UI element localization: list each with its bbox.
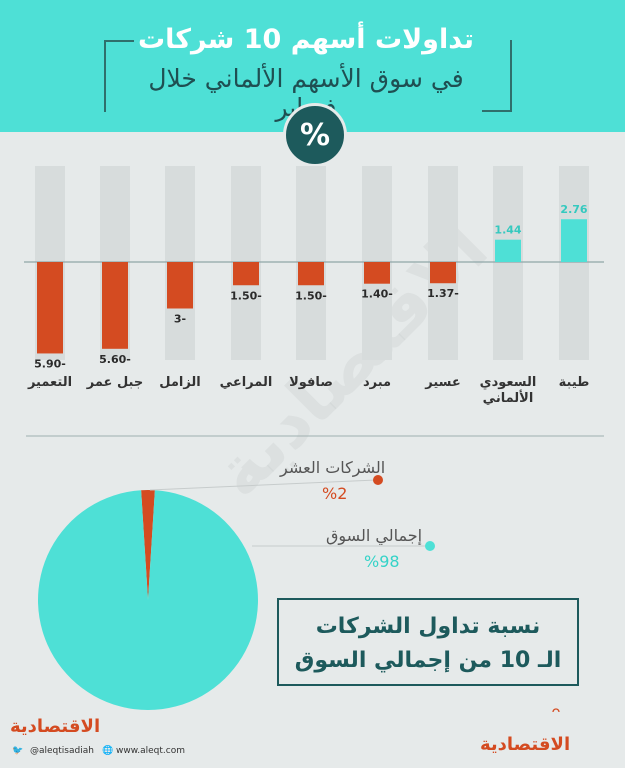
percent-badge: % — [283, 103, 347, 167]
column-bg-1 — [493, 166, 523, 360]
bar-6 — [167, 262, 193, 309]
legend-value-ten: %2 — [322, 484, 348, 503]
legend-market: إجمالي السوق — [326, 526, 422, 545]
globe-icon: 🌐 — [102, 746, 114, 756]
category-label-3: مبرد — [363, 375, 391, 390]
bar-2 — [430, 262, 456, 284]
legend-name-market: إجمالي السوق — [326, 526, 423, 545]
legend-ten-companies: الشركات العشر — [280, 458, 385, 477]
footer-logo-right: الاقتصادية — [480, 734, 571, 755]
pie-slice-1 — [37, 490, 259, 711]
bar-8 — [37, 262, 63, 354]
data-label-7: 5.60- — [99, 353, 131, 366]
column-bg-0 — [559, 166, 589, 360]
data-label-0: 2.76 — [560, 203, 587, 216]
data-label-2: 1.37- — [427, 287, 459, 300]
pie-slice-0 — [141, 490, 155, 600]
data-label-8: 5.90- — [34, 357, 66, 370]
data-label-4: 1.50- — [295, 289, 327, 302]
summary-box: نسبة تداول الشركات الـ 10 من إجمالي السو… — [277, 598, 579, 686]
data-label-6: 3- — [174, 313, 186, 326]
bar-4 — [298, 262, 324, 286]
category-label-8: التعمير — [27, 375, 72, 390]
category-label-5: المراعي — [220, 375, 273, 390]
chart-title: تداولات أسهم 10 شركات — [138, 24, 474, 55]
bar-0 — [561, 219, 587, 262]
bar-3 — [364, 262, 390, 284]
title-frame — [104, 40, 512, 112]
category-label-1-0: السعودي — [480, 375, 537, 390]
legend-value-market: %98 — [364, 552, 400, 571]
legend-name-ten: الشركات العشر — [280, 458, 386, 477]
category-label-6: الزامل — [159, 375, 201, 390]
category-label-7: جبل عمر — [86, 375, 144, 390]
leader-line-ten — [149, 479, 377, 491]
footer-trend-dot-0 — [552, 708, 560, 712]
legend-dot-ten — [373, 475, 383, 485]
data-label-3: 1.40- — [361, 288, 393, 301]
category-label-0: طيبة — [559, 375, 590, 390]
summary-line2: الـ 10 من إجمالي السوق — [294, 648, 562, 673]
bar-7 — [102, 262, 128, 349]
twitter-handle: @aleqtisadiah — [30, 746, 94, 756]
website-link: www.aleqt.com — [116, 746, 185, 756]
data-label-1: 1.44 — [494, 224, 521, 237]
twitter-icon: 🐦 — [12, 746, 24, 756]
footer-logo-left: الاقتصادية — [10, 716, 101, 737]
bar-5 — [233, 262, 259, 286]
summary-line1: نسبة تداول الشركات — [315, 614, 541, 639]
bar-1 — [495, 239, 521, 262]
legend-dot-market — [425, 541, 435, 551]
category-label-4: صافولا — [289, 375, 333, 390]
footer: الاقتصادية 🐦 @aleqtisadiah 🌐 www.aleqt.c… — [0, 712, 625, 768]
category-label-2: عسير — [424, 375, 461, 390]
category-label-1-1: الألماني — [483, 389, 534, 406]
data-label-5: 1.50- — [230, 289, 262, 302]
